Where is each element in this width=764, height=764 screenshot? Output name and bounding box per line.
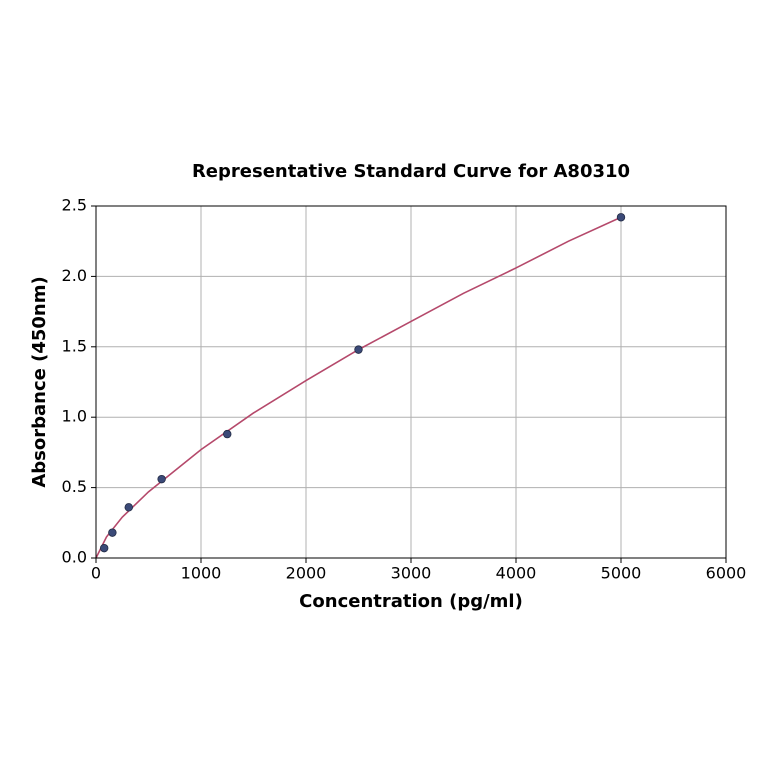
x-axis-label: Concentration (pg/ml) <box>299 591 523 612</box>
y-tick-label: 2.5 <box>62 196 87 215</box>
x-tick-label: 4000 <box>496 564 537 583</box>
y-axis-label: Absorbance (450nm) <box>29 276 50 487</box>
x-tick-label: 1000 <box>181 564 222 583</box>
x-tick-label: 3000 <box>391 564 432 583</box>
data-point <box>99 543 109 553</box>
x-tick-label: 2000 <box>286 564 327 583</box>
x-tick-label: 5000 <box>601 564 642 583</box>
chart-title: Representative Standard Curve for A80310 <box>192 161 630 182</box>
y-tick-label: 0.5 <box>62 477 87 496</box>
data-point <box>108 528 117 537</box>
x-tick-label: 0 <box>91 564 101 583</box>
y-tick-label: 1.0 <box>62 407 87 426</box>
x-tick-label: 6000 <box>706 564 747 583</box>
data-point <box>124 503 133 512</box>
data-point <box>354 345 363 354</box>
fit-curve <box>95 216 622 559</box>
data-point <box>223 429 232 439</box>
data-point <box>616 213 626 222</box>
y-tick-label: 2.0 <box>62 266 87 285</box>
y-tick-label: 1.5 <box>62 336 87 355</box>
marks <box>95 213 626 559</box>
data-point <box>157 474 166 484</box>
y-tick-label: 0.0 <box>62 548 87 567</box>
